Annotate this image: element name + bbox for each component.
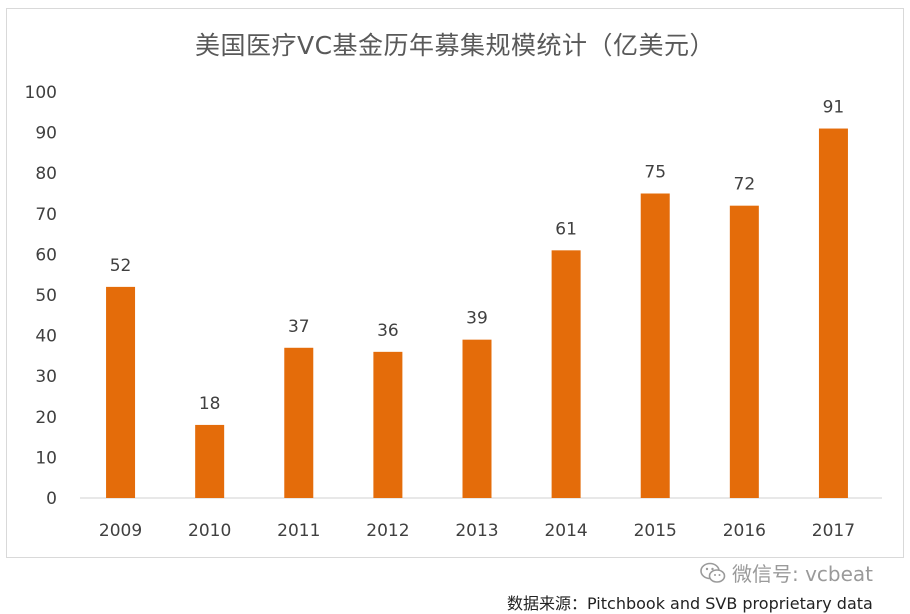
y-tick-label: 30	[35, 367, 57, 387]
bar	[284, 347, 314, 498]
bar	[195, 424, 225, 498]
wechat-icon	[700, 562, 726, 583]
watermark-text: 微信号: vcbeat	[732, 562, 874, 586]
data-label: 75	[644, 163, 666, 183]
data-label: 91	[823, 98, 845, 118]
bar	[551, 250, 581, 498]
y-tick-label: 10	[35, 448, 57, 468]
x-tick-label: 2015	[634, 521, 677, 541]
bar	[373, 351, 403, 498]
chart-title: 美国医疗VC基金历年募集规模统计（亿美元）	[194, 31, 716, 60]
x-tick-label: 2011	[277, 521, 320, 541]
y-tick-label: 40	[35, 327, 57, 347]
bar	[462, 339, 492, 498]
x-tick-label: 2014	[544, 521, 587, 541]
watermark: 微信号: vcbeat	[700, 558, 873, 587]
y-tick-label: 70	[35, 205, 57, 225]
x-tick-label: 2009	[99, 521, 142, 541]
x-tick-label: 2012	[366, 521, 409, 541]
x-tick-label: 2017	[812, 521, 855, 541]
data-label: 72	[734, 175, 756, 195]
data-label: 36	[377, 321, 399, 341]
y-tick-label: 100	[25, 83, 57, 103]
x-tick-label: 2013	[455, 521, 498, 541]
data-label: 37	[288, 317, 310, 337]
data-label: 52	[110, 256, 132, 276]
bar	[106, 286, 136, 498]
bar	[729, 205, 759, 498]
data-label: 39	[466, 309, 488, 329]
bar	[818, 128, 848, 499]
x-tick-label: 2010	[188, 521, 231, 541]
y-tick-label: 20	[35, 408, 57, 428]
bar	[640, 193, 670, 498]
y-tick-label: 50	[35, 286, 57, 306]
x-tick-label: 2016	[723, 521, 766, 541]
y-tick-label: 60	[35, 245, 57, 265]
data-label: 61	[555, 219, 577, 239]
source-note: 数据来源：Pitchbook and SVB proprietary data	[507, 594, 873, 613]
y-tick-label: 80	[35, 164, 57, 184]
data-label: 18	[199, 394, 221, 414]
y-tick-label: 90	[35, 124, 57, 144]
y-tick-label: 0	[46, 489, 57, 509]
